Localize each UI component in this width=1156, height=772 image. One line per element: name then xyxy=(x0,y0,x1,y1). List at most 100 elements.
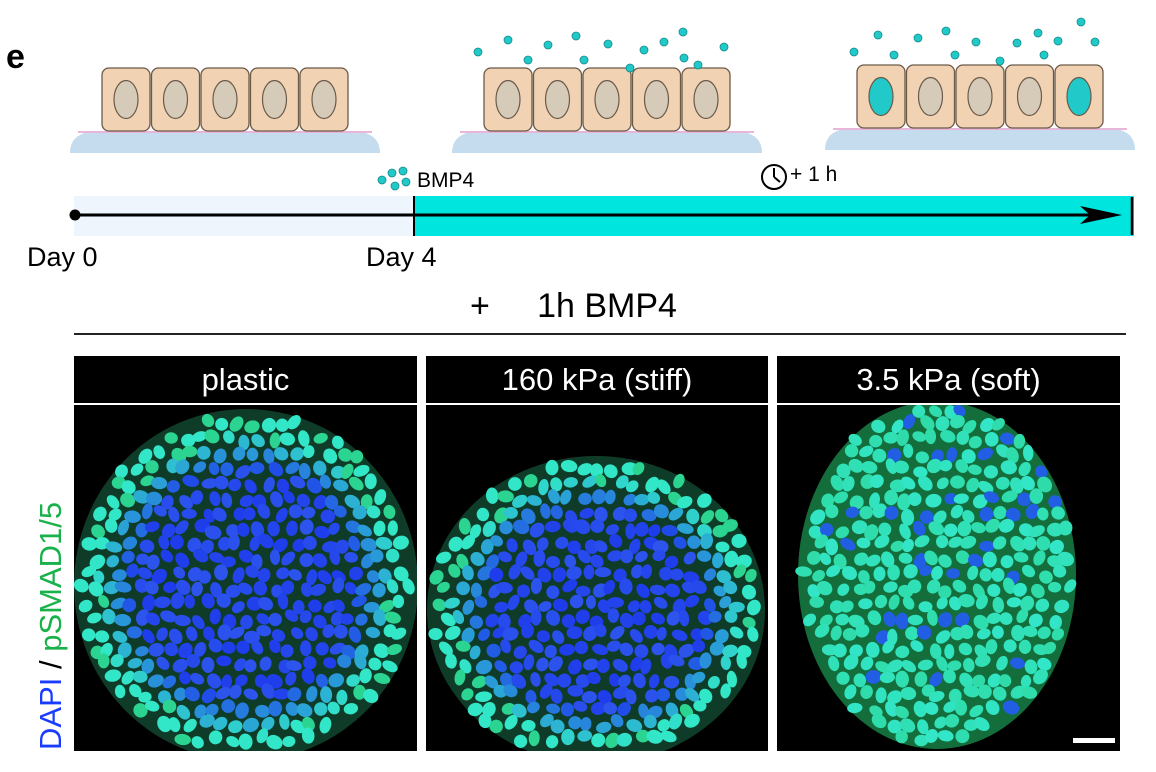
nucleus xyxy=(144,580,159,595)
nucleus xyxy=(373,609,387,626)
nucleus xyxy=(475,659,493,675)
scale-bar xyxy=(1073,738,1115,743)
nucleus xyxy=(212,507,227,522)
nucleus xyxy=(616,732,633,747)
bmp4-molecule xyxy=(639,45,649,55)
nucleus xyxy=(1000,555,1014,569)
nucleus xyxy=(372,582,386,598)
nucleus xyxy=(373,672,391,685)
nucleus xyxy=(980,418,995,432)
nucleus xyxy=(859,505,873,520)
nucleus xyxy=(940,429,956,443)
nucleus xyxy=(623,493,637,506)
nucleus xyxy=(191,736,204,749)
nucleus xyxy=(210,581,223,599)
nucleus xyxy=(985,518,1000,533)
nucleus xyxy=(987,673,1002,688)
nucleus xyxy=(190,672,205,685)
nucleus xyxy=(527,701,540,714)
nucleus xyxy=(830,474,844,491)
nucleus xyxy=(497,613,511,631)
nucleus xyxy=(158,535,170,550)
nucleus xyxy=(215,417,229,431)
nucleus xyxy=(917,659,934,671)
day0-label: Day 0 xyxy=(27,242,98,272)
nucleus xyxy=(625,689,637,705)
nucleus xyxy=(837,583,850,596)
nucleus xyxy=(575,585,591,597)
bmp4-molecule xyxy=(873,30,883,40)
nucleus xyxy=(919,565,933,576)
nucleus xyxy=(976,628,991,640)
nucleus xyxy=(166,480,180,493)
nucleus xyxy=(697,493,712,508)
nucleus xyxy=(251,640,264,655)
nucleus xyxy=(678,609,690,627)
nucleus xyxy=(671,629,688,641)
nucleus xyxy=(836,463,851,479)
nucleus xyxy=(444,597,460,609)
nucleus xyxy=(134,578,149,593)
nucleus xyxy=(521,623,535,639)
nucleus xyxy=(469,645,481,660)
nucleus xyxy=(263,477,275,493)
day4-label: Day 4 xyxy=(366,242,437,272)
nucleus xyxy=(199,714,215,728)
nucleus xyxy=(267,521,280,537)
nucleus xyxy=(114,613,132,627)
nucleus xyxy=(208,730,223,745)
nucleus xyxy=(285,701,299,716)
nucleus xyxy=(825,538,839,556)
cell-nucleus xyxy=(544,79,571,120)
nucleus xyxy=(104,518,118,533)
nucleus xyxy=(594,567,612,578)
nucleus xyxy=(138,448,153,464)
nucleus xyxy=(993,506,1007,520)
nucleus xyxy=(135,522,148,538)
nucleus xyxy=(1054,599,1070,614)
nucleus xyxy=(220,556,236,568)
nucleus xyxy=(999,612,1013,625)
nucleus xyxy=(577,730,593,742)
nucleus xyxy=(966,477,980,493)
nucleus xyxy=(438,641,453,656)
nucleus xyxy=(567,540,581,554)
nucleus xyxy=(630,656,643,672)
nucleus xyxy=(610,714,624,728)
bmp4-molecule xyxy=(523,55,533,65)
nucleus xyxy=(842,565,857,581)
nucleus xyxy=(946,447,958,463)
stain-label: DAPI / pSMAD1/5 xyxy=(33,502,68,750)
nucleus xyxy=(679,703,694,719)
nucleus xyxy=(229,684,242,699)
nucleus xyxy=(958,594,975,608)
nucleus xyxy=(1049,615,1062,630)
nucleus xyxy=(1022,536,1037,551)
nucleus xyxy=(985,700,1000,715)
nucleus xyxy=(292,538,306,552)
nucleus xyxy=(354,652,367,670)
nucleus xyxy=(461,534,475,550)
cell-nucleus xyxy=(967,76,993,117)
nucleus xyxy=(429,570,444,585)
nucleus xyxy=(458,518,471,535)
nucleus xyxy=(95,630,110,643)
nucleus xyxy=(1018,461,1031,477)
nucleus xyxy=(661,524,678,537)
nucleus xyxy=(1052,564,1067,578)
nucleus xyxy=(1021,686,1038,699)
bmp4-molecule xyxy=(579,55,589,65)
nucleus xyxy=(333,505,347,518)
nucleus xyxy=(201,593,215,609)
nucleus xyxy=(847,702,863,714)
nucleus xyxy=(865,669,882,684)
nucleus xyxy=(972,494,988,509)
nucleus xyxy=(830,625,842,641)
nucleus xyxy=(849,644,863,658)
nucleus xyxy=(648,524,661,537)
nucleus xyxy=(145,700,160,712)
nucleus xyxy=(1031,583,1045,599)
nucleus xyxy=(1000,460,1017,475)
nucleus xyxy=(1029,488,1044,504)
nucleus xyxy=(184,594,195,609)
